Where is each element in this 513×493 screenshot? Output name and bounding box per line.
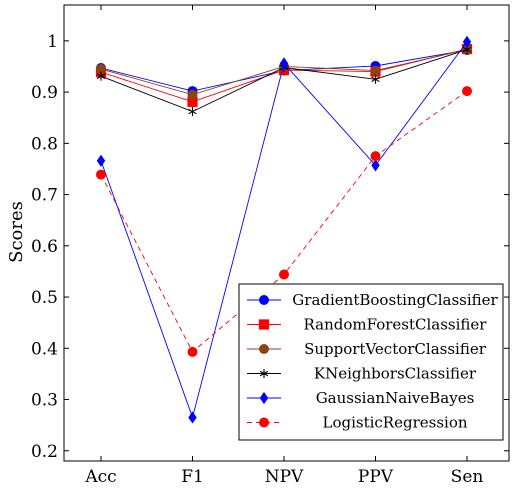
data-point	[187, 346, 198, 357]
y-tick-label: 0.2	[31, 442, 58, 462]
y-tick-label: 0.8	[31, 134, 58, 154]
y-tick-label: 0.3	[31, 391, 58, 411]
legend-item: KNeighborsClassifier	[247, 365, 477, 383]
data-point	[462, 35, 472, 48]
legend-label: LogisticRegression	[322, 414, 467, 432]
x-tick-label: NPV	[265, 467, 304, 487]
data-point	[279, 57, 289, 70]
legend-item: GradientBoostingClassifier	[247, 291, 499, 309]
legend-box	[238, 283, 504, 441]
legend: GradientBoostingClassifier RandomForestCl…	[238, 283, 504, 441]
data-point	[370, 151, 381, 162]
legend-item: GaussianNaiveBayes	[247, 389, 474, 407]
data-point	[370, 65, 381, 76]
y-tick-label: 0.6	[31, 237, 58, 257]
series-layer	[95, 35, 473, 424]
legend-marker	[259, 344, 269, 354]
legend-label: GradientBoostingClassifier	[292, 291, 498, 309]
legend-marker	[258, 319, 270, 330]
data-point	[188, 411, 197, 424]
y-tick-label: 1	[47, 32, 58, 52]
x-tick-label: F1	[181, 467, 204, 487]
legend-label: GaussianNaiveBayes	[316, 389, 475, 407]
x-tick-label: PPV	[358, 467, 394, 487]
legend-item: SupportVectorClassifier	[247, 340, 487, 358]
data-point	[96, 71, 106, 81]
y-tick-label: 0.9	[31, 83, 58, 103]
data-point	[462, 86, 472, 97]
data-point	[187, 89, 198, 100]
data-point	[188, 107, 197, 117]
legend-marker	[259, 295, 269, 305]
data-point	[371, 159, 380, 172]
legend-item: LogisticRegression	[247, 414, 468, 432]
series-logistic-regression	[96, 86, 472, 357]
series-gaussian-naive-bayes	[96, 35, 472, 424]
data-point	[279, 269, 289, 280]
legend-label: RandomForestClassifier	[304, 316, 488, 334]
legend-label: SupportVectorClassifier	[304, 340, 487, 358]
y-tick-label: 0.5	[31, 288, 58, 308]
y-tick-label: 0.7	[31, 186, 58, 206]
data-point	[96, 154, 106, 167]
axes-frame	[63, 4, 510, 462]
legend-label: KNeighborsClassifier	[314, 365, 477, 383]
legend-marker	[259, 417, 269, 428]
data-point	[371, 74, 380, 84]
x-tick-label: Sen	[451, 467, 484, 487]
data-point	[96, 169, 106, 180]
series-kneighbors-classifier	[96, 45, 472, 117]
legend-marker	[259, 369, 269, 378]
y-tick-label: 0.4	[31, 339, 58, 359]
legend-item: RandomForestClassifier	[247, 316, 487, 334]
legend-marker	[259, 391, 269, 405]
x-tick-label: Acc	[84, 467, 116, 487]
axes-layer: 0.2 0.3 0.4 0.5 0.6 0.7 0.8 0.9 1 Acc F1 NPV PPV Sen	[31, 4, 510, 487]
y-axis-title: Scores	[6, 201, 27, 263]
